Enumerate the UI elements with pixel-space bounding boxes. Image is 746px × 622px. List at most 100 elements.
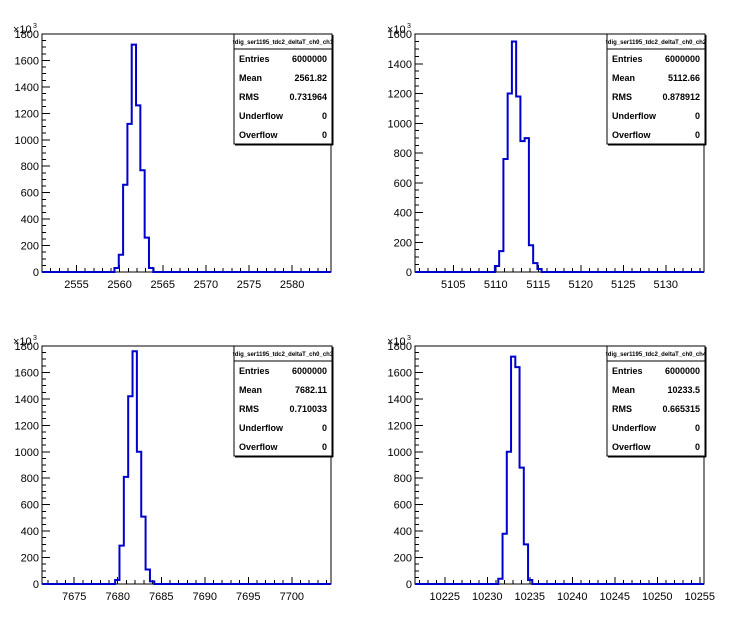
stats-value: 0.878912: [662, 92, 700, 102]
histogram-line: [42, 350, 331, 585]
x-tick-label: 7685: [149, 591, 173, 603]
y-tick-label: 200: [21, 241, 39, 253]
x-tick-label: 10240: [557, 591, 588, 603]
stats-box: tdig_ser1195_tdc2_deltaT_ch0_ch1 Entries 6…: [233, 33, 334, 146]
stats-value: 0: [322, 130, 327, 140]
stats-label: Mean: [239, 73, 262, 83]
stats-label: Entries: [612, 366, 643, 376]
x-tick-label: 7700: [280, 591, 304, 603]
stats-title: tdig_ser1195_tdc2_deltaT_ch0_ch4: [606, 352, 707, 358]
stats-value: 0: [322, 111, 327, 121]
stats-value: 0: [322, 423, 327, 433]
stats-label: Overflow: [612, 130, 652, 140]
stats-value: 6000000: [292, 54, 327, 64]
y-tick-label: 1600: [15, 367, 39, 379]
y-tick-label: 1800: [15, 29, 39, 41]
stats-label: RMS: [239, 92, 259, 102]
stats-box-shadow: [608, 144, 706, 146]
y-tick-label: 0: [406, 579, 412, 591]
y-multiplier-exponent: 3: [407, 335, 411, 342]
stats-value: 0.731964: [289, 92, 327, 102]
x-tick-label: 10245: [599, 591, 630, 603]
stats-value: 6000000: [292, 366, 327, 376]
x-tick-label: 7690: [193, 591, 217, 603]
stats-value: 0.665315: [662, 404, 700, 414]
stats-label: Underflow: [612, 111, 657, 121]
y-tick-label: 200: [394, 553, 412, 565]
y-tick-label: 0: [33, 267, 39, 279]
y-tick-label: 1400: [388, 59, 412, 71]
stats-value: 0.710033: [289, 404, 327, 414]
histogram-panel-ch3: 0 200 400 600 800 1000 1200 1400 1600 1800 7675 768…: [13, 335, 334, 603]
stats-value: 0: [695, 423, 700, 433]
x-tick-label: 5120: [569, 279, 593, 291]
stats-label: Underflow: [239, 111, 284, 121]
y-multiplier-label: ×10: [13, 24, 32, 36]
stats-label: Mean: [612, 73, 635, 83]
x-tick-label: 5130: [654, 279, 678, 291]
stats-box-frame: [233, 345, 333, 457]
stats-box-shadow: [705, 35, 707, 145]
y-tick-label: 1000: [388, 118, 412, 130]
stats-label: Mean: [612, 385, 635, 395]
histogram-line: [415, 40, 704, 273]
y-multiplier-exponent: 3: [407, 23, 411, 30]
stats-title: tdig_ser1195_tdc2_deltaT_ch0_ch2: [606, 40, 707, 46]
y-tick-label: 800: [21, 161, 39, 173]
y-tick-label: 1000: [15, 135, 39, 147]
stats-label: Overflow: [239, 130, 279, 140]
y-multiplier-label: ×10: [387, 24, 406, 36]
y-tick-label: 400: [21, 526, 39, 538]
x-tick-label: 7675: [62, 591, 86, 603]
y-tick-label: 1400: [15, 394, 39, 406]
y-tick-label: 1000: [388, 447, 412, 459]
y-tick-label: 1800: [15, 341, 39, 353]
y-tick-label: 1400: [15, 82, 39, 94]
stats-label: Mean: [239, 385, 262, 395]
stats-box-shadow: [332, 35, 334, 145]
y-tick-label: 800: [394, 148, 412, 160]
stats-value: 5112.66: [668, 73, 700, 83]
x-tick-label: 10255: [684, 591, 715, 603]
x-tick-label: 2560: [107, 279, 131, 291]
stats-label: Underflow: [612, 423, 657, 433]
stats-label: Underflow: [239, 423, 284, 433]
x-tick-label: 2570: [194, 279, 218, 291]
x-tick-label: 7695: [236, 591, 260, 603]
histogram-panel-ch4: 0 200 400 600 800 1000 1200 1400 1600 1800 10225 10…: [387, 335, 715, 603]
stats-label: RMS: [239, 404, 259, 414]
histogram-line: [42, 43, 331, 273]
y-tick-label: 1200: [388, 420, 412, 432]
stats-value: 10233.5: [667, 385, 700, 395]
x-tick-label: 5115: [526, 279, 550, 291]
y-tick-label: 200: [394, 237, 412, 249]
x-tick-label: 5125: [611, 279, 635, 291]
stats-title: tdig_ser1195_tdc2_deltaT_ch0_ch3: [233, 352, 334, 358]
stats-value: 0: [695, 111, 700, 121]
y-tick-label: 1000: [15, 447, 39, 459]
y-tick-label: 200: [21, 553, 39, 565]
stats-value: 0: [695, 130, 700, 140]
y-tick-label: 600: [21, 500, 39, 512]
stats-box-frame: [233, 33, 333, 145]
stats-label: Entries: [239, 54, 270, 64]
y-multiplier-label: ×10: [387, 336, 406, 348]
y-tick-label: 1600: [388, 29, 412, 41]
x-tick-label: 10235: [514, 591, 545, 603]
stats-value: 0: [322, 442, 327, 452]
x-tick-label: 5105: [441, 279, 465, 291]
y-tick-label: 1200: [15, 420, 39, 432]
stats-box-shadow: [235, 144, 333, 146]
x-tick-label: 5110: [484, 279, 508, 291]
stats-value: 6000000: [665, 54, 700, 64]
x-tick-label: 2565: [151, 279, 175, 291]
y-tick-label: 1600: [388, 367, 412, 379]
stats-label: Overflow: [612, 442, 652, 452]
stats-value: 6000000: [665, 366, 700, 376]
x-tick-label: 10230: [472, 591, 503, 603]
y-tick-label: 600: [394, 500, 412, 512]
stats-label: Entries: [612, 54, 643, 64]
y-tick-label: 800: [394, 473, 412, 485]
histogram-line: [415, 355, 704, 585]
stats-label: RMS: [612, 92, 632, 102]
